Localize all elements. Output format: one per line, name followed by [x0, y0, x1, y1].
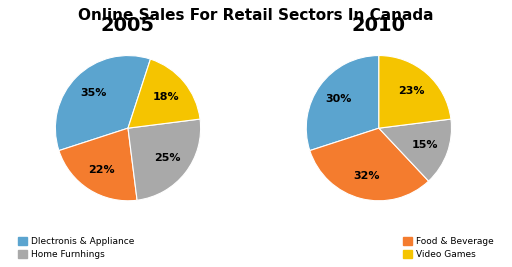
Text: 35%: 35% [80, 88, 106, 98]
Text: 30%: 30% [326, 94, 352, 104]
Title: 2010: 2010 [352, 16, 406, 35]
Wedge shape [55, 56, 151, 151]
Legend: Food & Beverage, Video Games: Food & Beverage, Video Games [400, 234, 497, 262]
Wedge shape [310, 128, 429, 201]
Wedge shape [306, 56, 379, 151]
Text: 15%: 15% [412, 140, 439, 150]
Wedge shape [379, 119, 452, 181]
Wedge shape [128, 119, 201, 200]
Title: 2005: 2005 [101, 16, 155, 35]
Text: 18%: 18% [153, 92, 179, 102]
Wedge shape [379, 56, 451, 128]
Legend: Dlectronis & Appliance, Home Furnhings: Dlectronis & Appliance, Home Furnhings [15, 234, 138, 262]
Text: 23%: 23% [398, 86, 425, 96]
Wedge shape [59, 128, 137, 201]
Text: 25%: 25% [154, 154, 180, 163]
Wedge shape [128, 59, 200, 128]
Text: Online Sales For Retail Sectors In Canada: Online Sales For Retail Sectors In Canad… [78, 8, 434, 23]
Text: 32%: 32% [353, 171, 380, 181]
Text: 22%: 22% [88, 165, 115, 175]
